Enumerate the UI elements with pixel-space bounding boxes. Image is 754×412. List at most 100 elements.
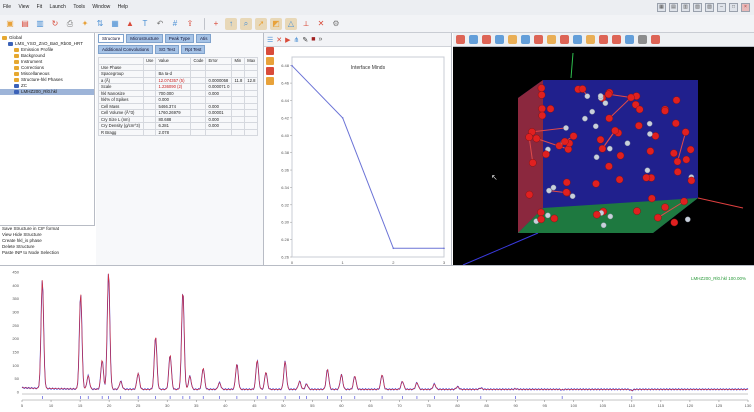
- tree-item[interactable]: Global: [0, 35, 94, 41]
- viewer-tool-icon[interactable]: [495, 35, 504, 44]
- viewer-tool-icon[interactable]: [586, 35, 595, 44]
- settings-icon[interactable]: ⚙: [332, 18, 340, 28]
- crystal-structure-viewer[interactable]: ↖: [453, 33, 754, 266]
- tab-rpt-test[interactable]: Rpt Test: [180, 45, 206, 54]
- parameter-cell-use[interactable]: [142, 109, 157, 117]
- parameter-cell-use[interactable]: [142, 83, 157, 91]
- parameter-cell-code[interactable]: [190, 109, 207, 117]
- zoom-icon[interactable]: ⌕: [240, 17, 252, 30]
- parameter-cell-code[interactable]: [190, 83, 207, 91]
- parameter-cell-use[interactable]: [142, 128, 157, 136]
- chevron-icon[interactable]: »: [318, 36, 323, 43]
- tree-item[interactable]: Structure-hkl Phases: [0, 77, 94, 83]
- chart-tool-d-icon[interactable]: [266, 77, 274, 85]
- tab-sg-test[interactable]: SG Test: [155, 45, 179, 54]
- save-icon[interactable]: ▥: [36, 18, 44, 28]
- parameter-row[interactable]: Cry Density (g/cm^3) 6.281 0.000: [98, 122, 259, 130]
- create-hkl-phase-action[interactable]: Create hkl_is phase: [2, 238, 42, 243]
- text-icon[interactable]: T: [142, 18, 148, 28]
- tree-item[interactable]: Miscellaneous: [0, 71, 94, 77]
- parameter-row[interactable]: Use Phase: [98, 63, 259, 71]
- parameter-cell-use[interactable]: [142, 115, 157, 123]
- viewer-tool-icon[interactable]: [599, 35, 608, 44]
- parameter-cell-use[interactable]: [142, 63, 157, 71]
- viewer-tool-icon[interactable]: [612, 35, 621, 44]
- parameter-cell-max[interactable]: 12.8: [244, 76, 259, 84]
- hierarchy-icon[interactable]: ⋔: [293, 36, 300, 44]
- print-icon[interactable]: ⎙: [66, 18, 74, 28]
- parameter-cell-use[interactable]: [142, 102, 157, 110]
- parameter-cell-code[interactable]: [190, 63, 207, 71]
- tree-item[interactable]: ZC: [0, 83, 94, 89]
- chart-tool-c-icon[interactable]: [266, 67, 274, 75]
- export-icon[interactable]: ⇪: [186, 18, 194, 28]
- wand-icon[interactable]: ✦: [81, 18, 89, 28]
- parameter-cell-max[interactable]: [244, 115, 259, 123]
- menu-launch[interactable]: Launch: [49, 4, 66, 10]
- chart-tool-a-icon[interactable]: [266, 47, 274, 55]
- tab-structure[interactable]: Structure: [98, 34, 125, 43]
- menu-tools[interactable]: Tools: [73, 4, 86, 10]
- viewer-tool-icon[interactable]: [651, 35, 660, 44]
- open-icon[interactable]: ▤: [21, 18, 29, 28]
- viewer-tool-icon[interactable]: [469, 35, 478, 44]
- viewer-tool-icon[interactable]: [482, 35, 491, 44]
- parameter-cell-max[interactable]: [244, 83, 259, 91]
- parameter-cell-max[interactable]: [244, 89, 259, 97]
- cascade-icon[interactable]: ▨: [705, 3, 714, 12]
- tab-atis[interactable]: Atis: [195, 34, 212, 43]
- viewer-tool-icon[interactable]: [547, 35, 556, 44]
- parameter-cell-code[interactable]: [190, 128, 207, 136]
- grid-icon[interactable]: #: [172, 18, 178, 28]
- parameter-cell-use[interactable]: [142, 70, 157, 78]
- parameter-cell-use[interactable]: [142, 96, 157, 104]
- parameter-cell-code[interactable]: [190, 96, 207, 104]
- parameter-row[interactable]: Cry Size L (nm) 80.688 0.000: [98, 115, 259, 123]
- tree-item[interactable]: Instrument: [0, 59, 94, 65]
- parameter-row[interactable]: Cell Mass 5466.374 0.000: [98, 102, 259, 110]
- tab-peak-type[interactable]: Peak Type: [164, 34, 194, 43]
- grid-view-icon[interactable]: ▦: [657, 3, 666, 12]
- chart-tool-b-icon[interactable]: [266, 57, 274, 65]
- plus-icon[interactable]: +: [213, 18, 219, 28]
- stop-icon[interactable]: ■: [311, 36, 316, 43]
- view-hide-structure-action[interactable]: View Hide Structure: [2, 232, 42, 237]
- select-icon[interactable]: ◩: [270, 17, 282, 30]
- parameter-cell-max[interactable]: [244, 96, 259, 104]
- parameter-cell-max[interactable]: [244, 63, 259, 71]
- tab-microstructure[interactable]: Microstructure: [126, 34, 163, 43]
- parameter-cell-code[interactable]: [190, 70, 207, 78]
- ruler-icon[interactable]: ⟂: [303, 18, 309, 28]
- delete-structure-action[interactable]: Delete Structure: [2, 244, 35, 249]
- viewer-tool-icon[interactable]: [534, 35, 543, 44]
- parameter-row[interactable]: hkl Nanosize 700.000 0.000: [98, 89, 259, 97]
- panel-icon[interactable]: ▧: [693, 3, 702, 12]
- parameter-row[interactable]: Cell Volume (Å^3) 1760.26979 0.00001: [98, 109, 259, 117]
- save-cif-action[interactable]: Save Structure in CIF format: [2, 226, 60, 231]
- undo-icon[interactable]: ↶: [156, 18, 164, 28]
- parameter-cell-max[interactable]: [244, 70, 259, 78]
- viewer-tool-icon[interactable]: [625, 35, 634, 44]
- pointer-icon[interactable]: ➚: [255, 17, 267, 30]
- tree-item[interactable]: LMS_YSO_ZnO_Ba0_Rb00_HRT: [0, 41, 94, 47]
- viewer-tool-icon[interactable]: [560, 35, 569, 44]
- parameter-cell-max[interactable]: [244, 128, 259, 136]
- viewer-tool-icon[interactable]: [573, 35, 582, 44]
- tree-item[interactable]: LMHZ200_Rl0.hkl: [0, 89, 94, 95]
- parameter-row[interactable]: hkl% of Spikes 0.000: [98, 96, 259, 104]
- parameter-cell-min[interactable]: [231, 128, 246, 136]
- tab-additional-convolutions[interactable]: Additional Convolutions: [98, 45, 154, 54]
- parameter-cell-code[interactable]: [190, 76, 207, 84]
- viewer-tool-icon[interactable]: [521, 35, 530, 44]
- parameter-row[interactable]: a (Å) 12.074357 (5) 0.0000058 11.8 12.8: [98, 76, 259, 84]
- parameter-cell-code[interactable]: [190, 89, 207, 97]
- maximize-button[interactable]: □: [729, 3, 738, 12]
- parameter-cell-code[interactable]: [190, 115, 207, 123]
- parameter-cell-use[interactable]: [142, 89, 157, 97]
- viewer-tool-icon[interactable]: [456, 35, 465, 44]
- viewer-tool-icon[interactable]: [508, 35, 517, 44]
- table-icon[interactable]: ▦: [111, 18, 119, 28]
- lock-icon[interactable]: ✕: [317, 18, 325, 28]
- parameter-row[interactable]: R Bragg 2.078: [98, 128, 259, 136]
- menu-fit[interactable]: Fit: [36, 4, 43, 10]
